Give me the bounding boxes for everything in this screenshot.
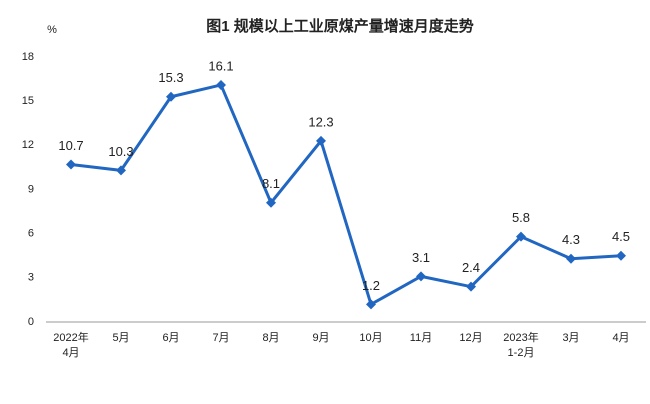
data-label: 5.8 (512, 210, 530, 225)
marker (566, 253, 576, 264)
marker (216, 79, 226, 90)
x-tick-label: 3月 (562, 332, 579, 344)
data-label: 16.1 (208, 58, 233, 73)
data-label: 15.3 (158, 70, 183, 85)
data-label: 2.4 (462, 260, 480, 275)
x-tick-label: 11月 (410, 332, 432, 344)
marker (616, 250, 626, 261)
y-tick-label: 0 (28, 316, 34, 328)
x-tick-label: 9月 (312, 332, 329, 344)
y-tick-label: 6 (28, 228, 34, 240)
x-tick-label: 6月 (162, 332, 179, 344)
data-label: 10.3 (108, 144, 133, 159)
x-tick-label: 10月 (359, 332, 382, 344)
y-tick-label: 18 (22, 51, 34, 63)
marker (416, 271, 426, 282)
marker (66, 159, 76, 170)
x-tick-label: 2022年 4月 (53, 330, 88, 359)
marker (116, 165, 126, 176)
x-tick-label: 7月 (212, 332, 229, 344)
chart-title: 图1 规模以上工业原煤产量增速月度走势 (206, 17, 474, 35)
data-label: 3.1 (412, 250, 430, 265)
data-label: 12.3 (308, 114, 333, 129)
data-label: 4.3 (562, 232, 580, 247)
x-tick-label: 4月 (612, 332, 629, 344)
y-tick-label: 3 (28, 272, 34, 284)
data-label: 1.2 (362, 278, 380, 293)
x-tick-label: 2023年 1-2月 (503, 330, 538, 359)
y-tick-label: 9 (28, 183, 34, 195)
marker (466, 281, 476, 292)
x-tick-label: 12月 (459, 332, 482, 344)
data-label: 10.7 (58, 138, 83, 153)
marker (366, 299, 376, 310)
marker (516, 231, 526, 242)
x-tick-label: 8月 (262, 332, 279, 344)
y-axis-label: % (47, 24, 57, 36)
marker (316, 135, 326, 146)
marker (266, 197, 276, 208)
line (70, 83, 622, 307)
x-tick-label: 5月 (112, 332, 129, 344)
marker (166, 91, 176, 102)
data-label: 8.1 (262, 176, 280, 191)
y-tick-label: 12 (22, 139, 34, 151)
y-tick-label: 15 (22, 95, 34, 107)
data-label: 4.5 (612, 229, 630, 244)
